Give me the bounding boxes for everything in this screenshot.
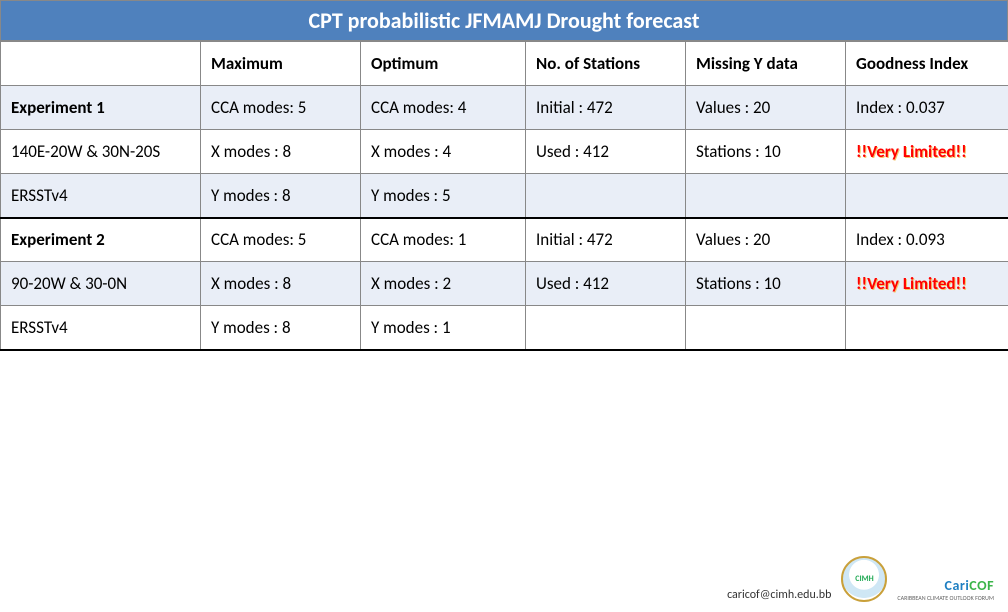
table-header: No. of Stations — [526, 42, 686, 86]
table-header: Optimum — [361, 42, 526, 86]
table-cell: Initial : 472 — [526, 218, 686, 262]
table-row: ERSSTv4Y modes : 8Y modes : 5 — [1, 174, 1008, 218]
caricof-brand: CariCOF CARIBBEAN CLIMATE OUTLOOK FORUM — [897, 577, 994, 602]
table-cell: Index : 0.037 — [846, 86, 1008, 130]
table-header: Maximum — [201, 42, 361, 86]
page-title: CPT probabilistic JFMAMJ Drought forecas… — [0, 0, 1008, 41]
table-cell: Values : 20 — [686, 86, 846, 130]
table-cell: X modes : 8 — [201, 262, 361, 306]
table-cell: ERSSTv4 — [1, 306, 201, 350]
table-cell: X modes : 2 — [361, 262, 526, 306]
table-cell: Y modes : 5 — [361, 174, 526, 218]
table-cell: Stations : 10 — [686, 130, 846, 174]
table-cell — [686, 174, 846, 218]
table-cell — [686, 306, 846, 350]
table-cell: !!Very Limited!! — [846, 130, 1008, 174]
table-cell: X modes : 8 — [201, 130, 361, 174]
table-cell: Initial : 472 — [526, 86, 686, 130]
table-cell: Experiment 1 — [1, 86, 201, 130]
table-cell: Stations : 10 — [686, 262, 846, 306]
table-row: 90-20W & 30-0NX modes : 8X modes : 2Used… — [1, 262, 1008, 306]
forecast-table: Maximum Optimum No. of Stations Missing … — [0, 41, 1008, 351]
table-header: Missing Y data — [686, 42, 846, 86]
table-header-row: Maximum Optimum No. of Stations Missing … — [1, 42, 1008, 86]
table-cell: CCA modes: 1 — [361, 218, 526, 262]
table-cell: Experiment 2 — [1, 218, 201, 262]
table-cell: Used : 412 — [526, 130, 686, 174]
table-cell: Used : 412 — [526, 262, 686, 306]
caricof-part-b: COF — [969, 577, 994, 594]
table-cell: ERSSTv4 — [1, 174, 201, 218]
table-row: 140E-20W & 30N-20SX modes : 8X modes : 4… — [1, 130, 1008, 174]
table-cell: 90-20W & 30-0N — [1, 262, 201, 306]
table-cell — [846, 174, 1008, 218]
table-cell: Y modes : 1 — [361, 306, 526, 350]
table-header — [1, 42, 201, 86]
table-cell: X modes : 4 — [361, 130, 526, 174]
table-cell: 140E-20W & 30N-20S — [1, 130, 201, 174]
table-row: Experiment 2CCA modes: 5CCA modes: 1Init… — [1, 218, 1008, 262]
table-cell — [526, 306, 686, 350]
table-row: Experiment 1CCA modes: 5CCA modes: 4Init… — [1, 86, 1008, 130]
table-cell: Y modes : 8 — [201, 306, 361, 350]
table-cell: Values : 20 — [686, 218, 846, 262]
caricof-wordmark: CariCOF — [945, 577, 994, 594]
footer: caricof@cimh.edu.bb CIMH CariCOF CARIBBE… — [727, 556, 994, 602]
table-cell: CCA modes: 5 — [201, 86, 361, 130]
table-header: Goodness Index — [846, 42, 1008, 86]
caricof-part-a: Cari — [945, 577, 970, 594]
footer-email: caricof@cimh.edu.bb — [727, 588, 831, 602]
cimh-logo-icon: CIMH — [841, 556, 887, 602]
table-cell: !!Very Limited!! — [846, 262, 1008, 306]
table-row: ERSSTv4Y modes : 8Y modes : 1 — [1, 306, 1008, 350]
table-cell — [846, 306, 1008, 350]
table-cell: Y modes : 8 — [201, 174, 361, 218]
table-cell: CCA modes: 4 — [361, 86, 526, 130]
table-cell: CCA modes: 5 — [201, 218, 361, 262]
caricof-subtitle: CARIBBEAN CLIMATE OUTLOOK FORUM — [897, 594, 994, 602]
table-cell — [526, 174, 686, 218]
table-cell: Index : 0.093 — [846, 218, 1008, 262]
